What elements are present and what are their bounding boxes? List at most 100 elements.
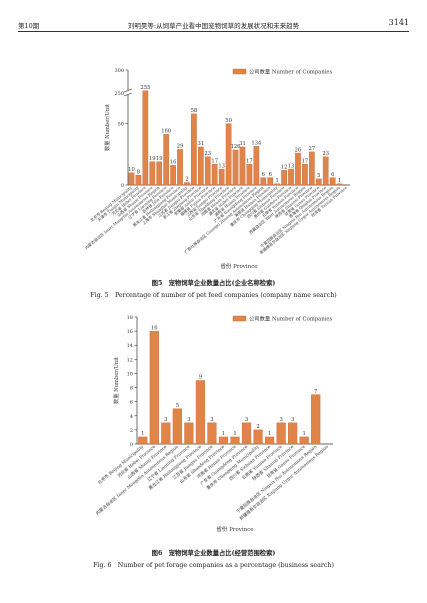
bar-value-label: 3 xyxy=(164,417,167,423)
bar xyxy=(281,170,287,186)
bar-value-label: 255 xyxy=(140,85,150,91)
bar xyxy=(184,182,190,186)
bar-value-label: 3 xyxy=(210,417,213,423)
bar xyxy=(246,163,253,186)
y-tick-label: 18 xyxy=(127,315,133,321)
legend-swatch xyxy=(232,315,247,322)
figure-5-caption: 图5 宠物饲草企业数量占比(企业名称检索) Fig. 5 Percentage … xyxy=(0,278,427,299)
running-header: 第10期 刘明昊等:从饲草产业看中国宠物饲草的发展状况和未来趋势 3141 xyxy=(18,18,409,30)
y-tick-label: 14 xyxy=(127,343,133,349)
bar-value-label: 23 xyxy=(204,151,211,157)
bar xyxy=(288,168,294,186)
bar xyxy=(156,161,163,186)
bar-value-label: 1 xyxy=(338,178,341,184)
bar xyxy=(265,436,275,445)
bar-value-label: 50 xyxy=(225,118,232,124)
axis-break-gap xyxy=(124,90,132,95)
bar xyxy=(218,168,225,186)
bar-value-label: 1 xyxy=(141,431,144,437)
y-tick-label: 0 xyxy=(130,442,133,448)
bar xyxy=(204,156,211,186)
bar-value-label: 16 xyxy=(151,325,158,331)
bar xyxy=(198,146,204,186)
bar xyxy=(172,408,182,445)
legend-swatch xyxy=(232,68,247,75)
y-tick-label: 10 xyxy=(127,371,133,377)
y-tick-label: 4 xyxy=(130,414,133,420)
bar-value-label: 3 xyxy=(279,417,282,423)
bar-value-label: 126 xyxy=(231,144,241,150)
figure-6-caption: 图6 宠物饲草企业数量占比(经营范围检索) Fig. 6 Number of p… xyxy=(0,548,427,569)
y-axis-title: 数量 Number/Unit xyxy=(103,103,111,151)
bar xyxy=(191,113,197,186)
bar xyxy=(322,156,329,186)
bar xyxy=(288,422,298,445)
bar-value-label: 7 xyxy=(314,389,317,395)
bar xyxy=(274,183,280,186)
y-axis-title: 数量 Number/Unit xyxy=(112,356,120,404)
bar-value-label: 16 xyxy=(170,160,177,166)
x-axis-title: 省份 Province xyxy=(216,525,253,533)
bar-value-label: 17 xyxy=(302,158,309,164)
bar-value-label: 17 xyxy=(246,158,253,164)
bar xyxy=(218,436,229,445)
bar-value-label: 3 xyxy=(245,417,248,423)
bar xyxy=(211,163,218,186)
bar xyxy=(329,177,336,186)
bar xyxy=(225,123,232,186)
bar xyxy=(336,183,343,186)
bar xyxy=(253,429,263,445)
bar xyxy=(149,330,159,445)
bar xyxy=(177,149,183,186)
bar-value-label: 6 xyxy=(331,172,334,178)
y-tick-label: 50 xyxy=(118,122,124,128)
bar-value-label: 134 xyxy=(251,141,262,147)
bar-value-label: 31 xyxy=(239,141,246,147)
bar-value-label: 17 xyxy=(211,158,218,164)
bar xyxy=(128,172,135,186)
bar xyxy=(267,177,274,186)
bar-value-label: 31 xyxy=(198,141,205,147)
axis-break-mark xyxy=(123,88,133,93)
bar-value-label: 26 xyxy=(295,147,302,153)
bar xyxy=(163,134,169,186)
bar xyxy=(276,422,286,445)
legend-label: 公司数量 Number of Companies xyxy=(249,68,333,76)
bar-value-label: 13 xyxy=(218,163,225,169)
y-tick-label: 8 xyxy=(130,386,133,392)
figure-6-caption-cn: 图6 宠物饲草企业数量占比(经营范围检索) xyxy=(151,550,276,557)
y-tick-label: 250 xyxy=(114,91,124,97)
figure-5-caption-cn: 图5 宠物饲草企业数量占比(企业名称检索) xyxy=(151,280,276,287)
bar xyxy=(309,151,315,186)
bar-value-label: 3 xyxy=(291,417,294,423)
bar-value-label: 2 xyxy=(185,177,188,183)
legend-label: 公司数量 Number of Companies xyxy=(249,315,333,323)
bar xyxy=(135,174,142,186)
bar xyxy=(253,146,260,186)
header-rule xyxy=(18,31,409,32)
y-tick-label: 6 xyxy=(130,400,133,406)
y-tick-label: 2 xyxy=(130,428,133,434)
y-tick-label: 12 xyxy=(127,357,133,363)
bar xyxy=(195,380,205,445)
page-number: 3141 xyxy=(388,18,409,27)
bar-value-label: 6 xyxy=(262,172,265,178)
bar-value-label: 13 xyxy=(288,163,295,169)
bar-value-label: 1 xyxy=(276,178,279,184)
bar-value-label: 58 xyxy=(191,108,198,114)
figure-5-caption-en: Fig. 5 Percentage of number of pet feed … xyxy=(90,292,337,299)
bar-value-label: 5 xyxy=(176,403,179,409)
bar-value-label: 160 xyxy=(161,129,171,135)
bar xyxy=(311,394,321,445)
y-tick-label: 300 xyxy=(114,68,124,74)
bar-value-label: 23 xyxy=(322,151,329,157)
figure-6-caption-en: Fig. 6 Number of pet forage companies as… xyxy=(93,562,334,569)
bar-value-label: 1 xyxy=(222,431,225,437)
issue-number: 第10期 xyxy=(18,22,40,30)
bar xyxy=(207,422,217,445)
bar-value-label: 10 xyxy=(128,167,135,173)
bar xyxy=(241,422,252,445)
bar-value-label: 1 xyxy=(268,431,271,437)
